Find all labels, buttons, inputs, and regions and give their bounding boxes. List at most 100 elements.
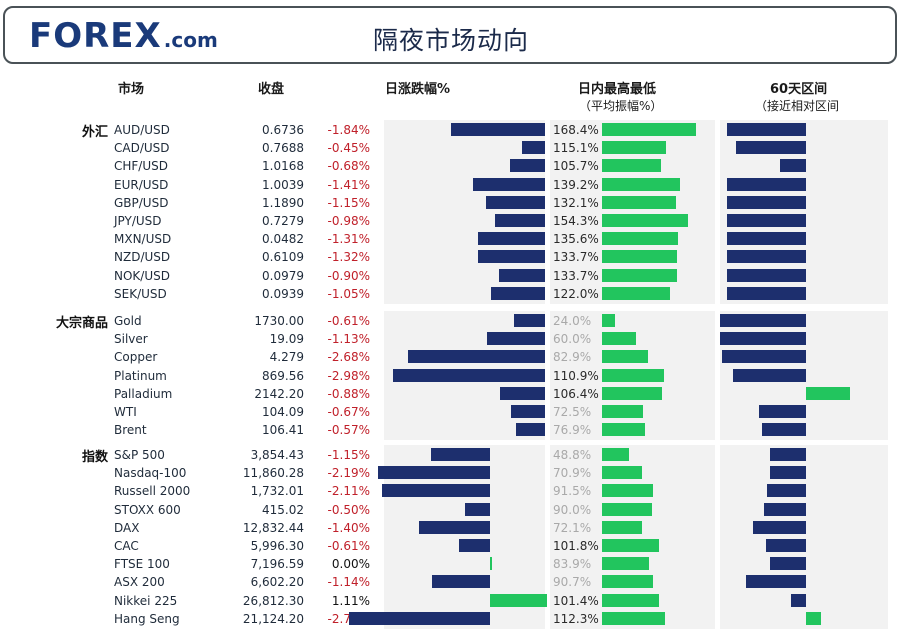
change-value: -0.98% bbox=[327, 214, 370, 228]
avg-range-label: 72.5% bbox=[553, 405, 592, 419]
close-value: 0.6109 bbox=[262, 250, 304, 265]
change-bar bbox=[478, 232, 545, 246]
change-value: -2.98% bbox=[327, 368, 370, 383]
change-value: -1.15% bbox=[327, 195, 370, 210]
change-bar bbox=[522, 141, 545, 155]
forex-logo: FOREX .com bbox=[29, 18, 218, 54]
avg-range-label: 110.9% bbox=[553, 368, 599, 383]
range60-bar bbox=[726, 286, 806, 300]
avg-range-label: 112.3% bbox=[553, 611, 599, 626]
range60-bar bbox=[791, 593, 806, 607]
close-value: 2142.20 bbox=[254, 386, 304, 401]
avg-range-bar bbox=[602, 141, 667, 155]
instrument-name: ASX 200 bbox=[114, 575, 165, 590]
instrument-name: Copper bbox=[114, 350, 158, 365]
avg-range-bar bbox=[602, 350, 649, 364]
change-bar bbox=[408, 350, 545, 364]
close-value: 1.0039 bbox=[262, 177, 304, 192]
avg-range-bar bbox=[602, 405, 643, 418]
change-value: -0.67% bbox=[327, 405, 370, 419]
change-value: -0.88% bbox=[327, 386, 370, 401]
instrument-name: FTSE 100 bbox=[114, 557, 170, 572]
avg-range-label: 101.4% bbox=[553, 593, 599, 608]
avg-range-label: 115.1% bbox=[553, 141, 599, 156]
change-bar bbox=[431, 448, 490, 461]
avg-range-label: 83.9% bbox=[553, 557, 592, 572]
close-value: 21,124.20 bbox=[242, 611, 304, 626]
range60-bar bbox=[746, 575, 806, 589]
close-value: 1730.00 bbox=[254, 314, 304, 328]
range60-bar bbox=[726, 177, 806, 191]
change-bar bbox=[510, 159, 545, 173]
change-bar bbox=[499, 268, 545, 282]
avg-range-label: 72.1% bbox=[553, 520, 592, 535]
instrument-name: CHF/USD bbox=[114, 159, 168, 174]
close-value: 0.0482 bbox=[262, 232, 304, 247]
range60-bar bbox=[767, 484, 806, 498]
range60-bar bbox=[752, 520, 806, 534]
avg-range-bar bbox=[602, 214, 689, 227]
change-value: -1.15% bbox=[327, 448, 370, 462]
avg-range-bar bbox=[602, 466, 642, 480]
instrument-name: DAX bbox=[114, 520, 140, 535]
instrument-name: JPY/USD bbox=[114, 214, 162, 228]
avg-range-label: 70.9% bbox=[553, 466, 592, 481]
close-value: 1.1890 bbox=[262, 195, 304, 210]
section-label: 大宗商品 bbox=[55, 316, 108, 331]
avg-range-label: 90.7% bbox=[553, 575, 592, 590]
range60-bar bbox=[726, 268, 806, 282]
avg-range-bar bbox=[602, 159, 662, 173]
instrument-name: Brent bbox=[114, 423, 147, 438]
change-value: -0.61% bbox=[327, 314, 370, 328]
avg-range-label: 24.0% bbox=[553, 314, 592, 328]
close-value: 5,996.30 bbox=[250, 539, 304, 553]
avg-range-label: 133.7% bbox=[553, 250, 599, 265]
change-bar bbox=[510, 405, 545, 418]
close-value: 1,732.01 bbox=[250, 484, 304, 499]
change-value: -2.19% bbox=[327, 466, 370, 481]
section-label: 指数 bbox=[81, 450, 108, 465]
instrument-name: Nasdaq-100 bbox=[114, 466, 187, 481]
change-bar bbox=[418, 520, 490, 534]
change-bar bbox=[490, 557, 492, 571]
change-bar bbox=[393, 368, 545, 382]
close-value: 11,860.28 bbox=[242, 466, 304, 481]
instrument-name: NOK/USD bbox=[114, 268, 170, 283]
column-range60: 60天区间 bbox=[770, 82, 828, 97]
change-bar bbox=[515, 423, 545, 437]
range60-bar bbox=[720, 332, 806, 346]
change-bar bbox=[477, 250, 545, 264]
change-value: -0.68% bbox=[327, 159, 370, 174]
avg-range-bar bbox=[602, 575, 653, 589]
range60-bar bbox=[770, 448, 806, 461]
avg-range-bar bbox=[602, 286, 671, 300]
avg-range-bar bbox=[602, 195, 676, 209]
change-value: -1.84% bbox=[327, 123, 370, 137]
change-bar bbox=[513, 314, 545, 327]
change-bar bbox=[451, 123, 545, 136]
range60-bar bbox=[780, 159, 806, 173]
change-bar bbox=[378, 466, 490, 480]
change-bar bbox=[464, 502, 490, 516]
instrument-name: STOXX 600 bbox=[114, 502, 181, 517]
change-value: -1.41% bbox=[327, 177, 370, 192]
range60-bar bbox=[726, 232, 806, 246]
avg-range-bar bbox=[602, 611, 665, 625]
range60-bar bbox=[763, 502, 806, 516]
instrument-name: Nikkei 225 bbox=[114, 593, 178, 608]
close-value: 6,602.20 bbox=[250, 575, 304, 590]
instrument-name: MXN/USD bbox=[114, 232, 172, 247]
change-bar bbox=[490, 593, 547, 607]
avg-range-bar bbox=[602, 332, 636, 346]
range60-bar bbox=[759, 405, 806, 418]
column-intraday-sub: （平均振幅%） bbox=[579, 99, 663, 113]
instrument-name: WTI bbox=[114, 405, 137, 419]
instrument-name: CAC bbox=[114, 539, 139, 553]
instrument-name: Palladium bbox=[114, 386, 173, 401]
change-value: 0.00% bbox=[331, 557, 370, 572]
range60-bar bbox=[762, 423, 806, 437]
avg-range-label: 82.9% bbox=[553, 350, 592, 365]
close-value: 0.7279 bbox=[262, 214, 304, 228]
avg-range-label: 132.1% bbox=[553, 195, 599, 210]
avg-range-bar bbox=[602, 448, 630, 461]
